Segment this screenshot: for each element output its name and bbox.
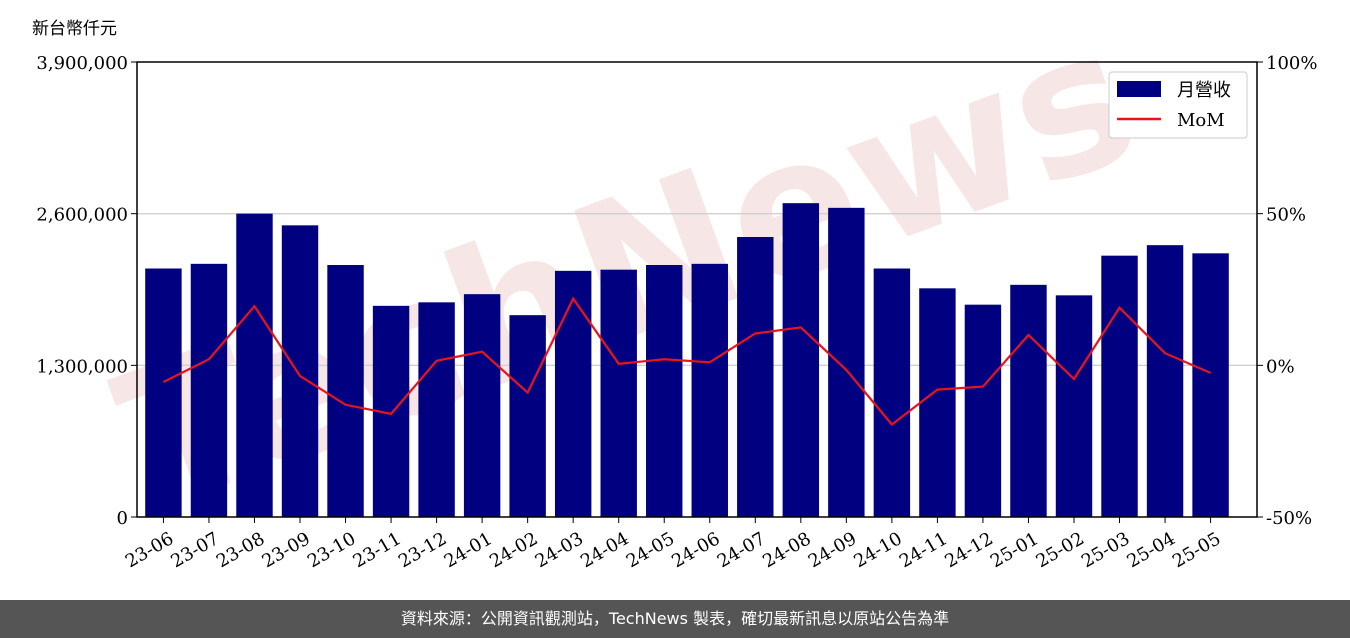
x-axis-tick-label: 25-04 (1124, 528, 1179, 572)
x-axis-tick-label: 24-12 (941, 528, 996, 572)
x-axis: 23-0623-0723-0823-0923-1023-1123-1224-01… (122, 517, 1224, 572)
right-axis-tick-label: -50% (1266, 508, 1312, 529)
x-axis-tick-label: 25-05 (1169, 528, 1224, 572)
legend-bar-label: 月營收 (1177, 80, 1231, 101)
x-axis-tick-label: 24-05 (623, 528, 678, 572)
revenue-bar (1192, 253, 1229, 518)
plot-frame (136, 61, 1258, 518)
y-axis-unit-label: 新台幣仟元 (32, 19, 117, 39)
revenue-bar (828, 207, 865, 518)
footer-source-note: 資料來源：公開資訊觀測站，TechNews 製表，確切最新訊息以原站公告為準 (0, 600, 1350, 638)
revenue-bar (691, 263, 728, 517)
revenue-bar (418, 302, 455, 517)
x-axis-tick-label: 24-06 (668, 528, 723, 572)
x-axis-tick-label: 24-01 (441, 528, 496, 572)
x-axis-tick-label: 25-02 (1032, 528, 1087, 572)
revenue-bar (1055, 295, 1093, 517)
left-axis-tick-label: 0 (117, 508, 128, 529)
right-axis-tick-label: 0% (1266, 356, 1295, 377)
revenue-bar (782, 203, 820, 517)
revenue-bar (190, 263, 228, 517)
revenue-bar (919, 288, 956, 517)
x-axis-tick-label: 24-03 (532, 528, 587, 572)
x-axis-tick-label: 24-02 (486, 528, 541, 572)
legend-bar-swatch (1117, 81, 1161, 97)
left-axis-tick-label: 3,900,000 (36, 53, 128, 74)
x-axis-tick-label: 23-09 (258, 528, 313, 572)
left-axis-tick-label: 1,300,000 (36, 356, 128, 377)
x-axis-tick-label: 23-12 (395, 528, 450, 572)
revenue-bar (600, 269, 637, 517)
revenue-bar (964, 304, 1002, 517)
revenue-bar (281, 225, 319, 518)
bar-series (145, 203, 1229, 518)
revenue-bar (509, 315, 546, 517)
mom-line (162, 296, 1212, 426)
revenue-bar (554, 270, 592, 517)
right-axis: -50% 0% 50% 100% (1257, 53, 1317, 529)
revenue-bar (1146, 245, 1184, 517)
revenue-bar (463, 294, 501, 517)
x-axis-tick-label: 23-08 (213, 528, 268, 572)
x-axis-tick-label: 24-11 (896, 528, 951, 572)
x-axis-tick-label: 24-04 (577, 528, 632, 572)
x-axis-tick-label: 25-01 (987, 528, 1042, 572)
revenue-bar (1101, 255, 1138, 517)
x-axis-tick-label: 25-03 (1078, 528, 1133, 572)
left-axis-tick-label: 2,600,000 (36, 205, 128, 226)
revenue-bar (236, 213, 273, 517)
x-axis-tick-label: 24-07 (714, 528, 769, 572)
right-axis-tick-label: 100% (1266, 53, 1317, 74)
x-axis-tick-label: 23-06 (122, 528, 177, 572)
revenue-bar (873, 268, 911, 517)
x-axis-tick-label: 24-10 (850, 528, 905, 572)
x-axis-tick-label: 24-09 (805, 528, 860, 572)
revenue-bar (1010, 284, 1047, 517)
revenue-bar (646, 265, 683, 517)
legend-line-label: MoM (1177, 110, 1225, 131)
legend: 月營收 MoM (1108, 71, 1248, 139)
x-axis-tick-label: 24-08 (759, 528, 814, 572)
right-axis-tick-label: 50% (1266, 205, 1306, 226)
revenue-bar (327, 265, 364, 517)
revenue-bar (145, 268, 182, 517)
x-axis-tick-label: 23-11 (350, 528, 405, 572)
revenue-bar (737, 237, 774, 517)
left-axis: 0 1,300,000 2,600,000 3,900,000 (36, 53, 137, 529)
x-axis-tick-label: 23-10 (304, 528, 359, 572)
